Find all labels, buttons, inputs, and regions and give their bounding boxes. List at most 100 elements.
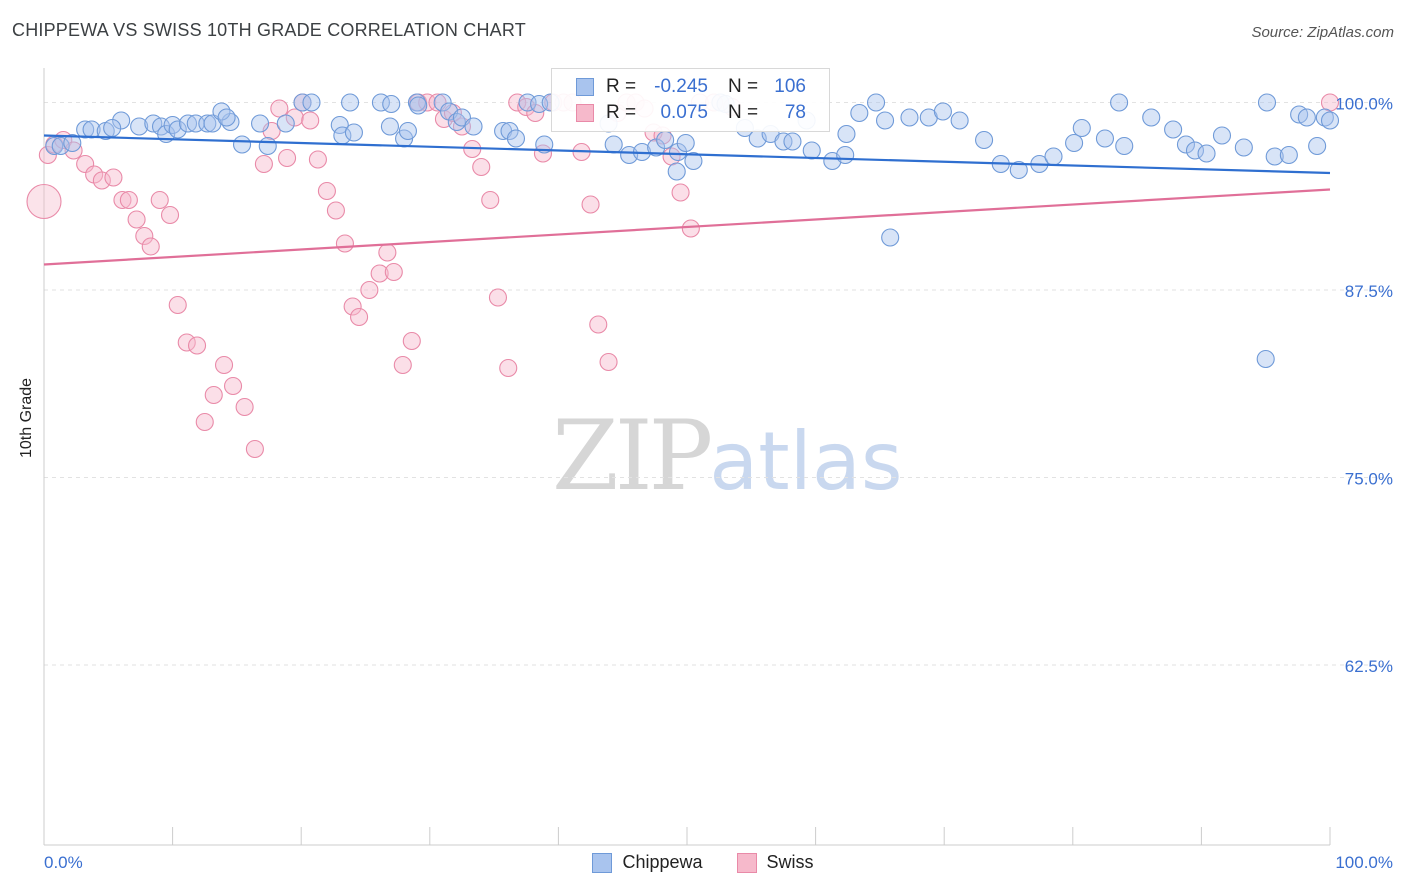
chippewa-point — [178, 114, 198, 133]
swiss-point — [335, 234, 354, 253]
watermark-zip: ZIP — [552, 400, 713, 512]
chippewa-point — [1176, 135, 1196, 154]
swiss-point — [141, 237, 160, 256]
swiss-point — [326, 201, 345, 220]
chippewa-point — [866, 93, 886, 112]
legend-swatch-chippewa — [576, 78, 594, 96]
chippewa-point — [900, 108, 919, 127]
chippewa-point — [1320, 111, 1340, 130]
chippewa-point — [604, 135, 623, 154]
swiss-point — [393, 355, 412, 375]
chippewa-point — [1257, 93, 1277, 112]
chippewa-point — [112, 111, 131, 130]
legend-n-label: N = — [728, 102, 759, 123]
swiss-point — [214, 355, 234, 375]
chippewa-point — [45, 136, 64, 156]
swiss-point — [204, 385, 223, 405]
chippewa-point — [1065, 133, 1084, 153]
chippewa-point — [783, 132, 802, 151]
chippewa-point — [850, 103, 869, 123]
chippewa-point — [684, 151, 703, 171]
watermark-atlas: atlas — [709, 415, 903, 508]
swiss-point — [402, 331, 421, 351]
chippewa-point — [1009, 160, 1028, 180]
swiss-point — [270, 99, 289, 118]
swiss-point — [472, 157, 491, 177]
chippewa-point — [168, 120, 187, 139]
chippewa-point — [130, 117, 149, 136]
chippewa-point — [1297, 108, 1316, 127]
chippewa-point — [837, 124, 856, 144]
chippewa-point — [1164, 120, 1183, 139]
swiss-point — [360, 280, 379, 300]
chippewa-point — [380, 117, 399, 136]
swiss-point — [488, 288, 508, 307]
legend-item-swiss[interactable]: Swiss — [736, 852, 814, 873]
swiss-point — [317, 181, 336, 201]
tick-labels: 100.0% 87.5% 75.0% 62.5% 0.0% 100.0% — [44, 95, 1393, 873]
swiss-point — [150, 190, 169, 210]
chippewa-point — [1234, 138, 1253, 157]
swiss-point — [195, 412, 214, 432]
y-tick-label: 100.0% — [1335, 95, 1393, 114]
swiss-point — [135, 226, 154, 246]
chippewa-point — [656, 130, 675, 150]
swiss-point — [92, 171, 111, 190]
chippewa-point — [1142, 108, 1161, 127]
swiss-point — [350, 307, 369, 327]
chippewa-point — [1197, 144, 1216, 163]
chippewa-point — [933, 102, 952, 121]
chippewa-point — [535, 135, 554, 154]
chippewa-point — [382, 94, 401, 114]
chippewa-point — [802, 141, 821, 160]
legend-row-chippewa: R = -0.245 N = 106 — [576, 75, 806, 99]
chippewa-point — [500, 121, 519, 141]
swiss-point — [499, 358, 518, 378]
legend-item-chippewa[interactable]: Chippewa — [592, 852, 703, 873]
chippewa-point — [63, 133, 82, 153]
chippewa-point — [341, 93, 360, 112]
x-tick-label-max: 100.0% — [1335, 853, 1393, 872]
chippewa-point — [217, 108, 236, 127]
swiss-point — [370, 264, 389, 283]
chippewa-point — [232, 135, 252, 154]
swiss-point — [168, 295, 187, 315]
swiss-point — [113, 190, 132, 210]
swiss-point — [384, 262, 403, 282]
chippewa-point — [1185, 141, 1205, 160]
swiss-point — [254, 154, 273, 174]
chippewa-point — [76, 120, 95, 139]
swiss-point — [378, 243, 397, 262]
swiss-point — [481, 190, 500, 210]
chippewa-points — [45, 93, 1340, 369]
chippewa-point — [302, 93, 321, 112]
legend-label-chippewa: Chippewa — [622, 852, 703, 872]
chippewa-point — [506, 129, 526, 148]
chippewa-point — [398, 121, 417, 141]
swiss-point — [223, 376, 243, 396]
chippewa-point — [1110, 93, 1129, 112]
chippewa-point — [875, 111, 895, 130]
swiss-point — [671, 183, 690, 202]
y-tick-label: 62.5% — [1345, 657, 1393, 676]
swiss-point — [235, 397, 254, 417]
chippewa-point — [344, 123, 363, 142]
trend-lines — [43, 134, 1331, 266]
y-axis-label: 10th Grade — [18, 377, 35, 458]
swiss-point — [508, 93, 527, 112]
legend-r-label: R = — [606, 102, 637, 123]
correlation-legend: R = -0.245 N = 106 R = 0.075 N = 78 — [551, 68, 830, 132]
x-tick-label-min: 0.0% — [44, 853, 83, 872]
chippewa-point — [1265, 147, 1284, 166]
chippewa-point — [212, 102, 231, 121]
chippewa-point — [1095, 129, 1114, 148]
chippewa-point — [250, 114, 270, 133]
swiss-point — [76, 154, 95, 174]
series-legend: Chippewa Swiss — [0, 852, 1406, 873]
swiss-point — [160, 205, 180, 225]
chippewa-point — [82, 120, 101, 139]
grid-lines — [44, 102, 1395, 666]
swiss-point-large — [26, 183, 62, 220]
legend-r-label: R = — [606, 76, 637, 97]
